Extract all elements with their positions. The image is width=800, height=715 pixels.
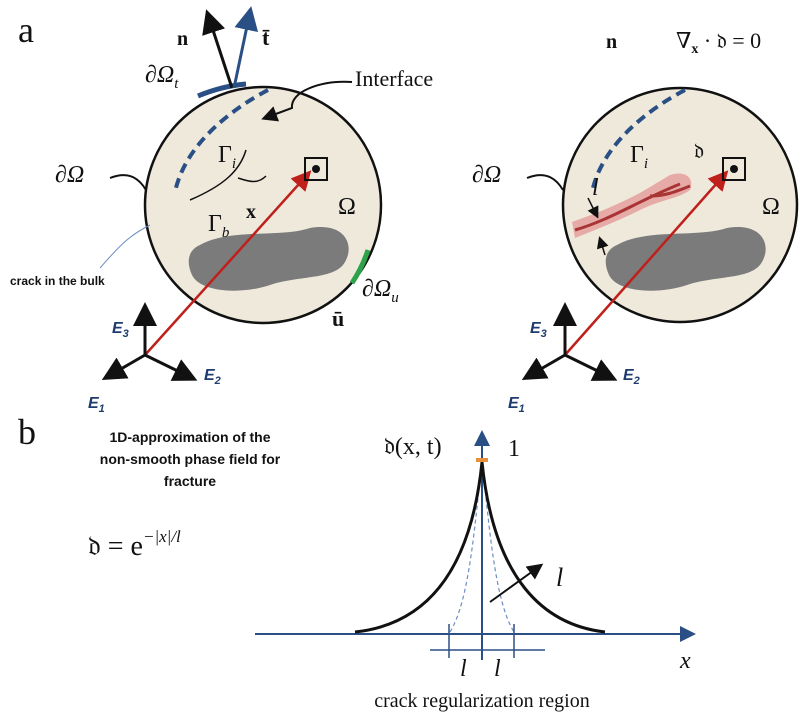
width-label: l (494, 656, 501, 682)
sup: −|x|/l (143, 527, 181, 546)
sub: u (391, 290, 399, 306)
peak-label: 1 (508, 436, 520, 462)
sub: 2 (633, 375, 640, 387)
interface-label: Interface (355, 66, 433, 91)
e2-label: E2 (204, 367, 221, 387)
base: ∇ (676, 28, 691, 53)
x-label: x (679, 648, 691, 674)
e1-label: E1 (88, 395, 105, 415)
sub: b (222, 225, 230, 241)
normal-label: n (177, 28, 188, 50)
point (312, 165, 320, 173)
base: ∂Ω (145, 62, 174, 88)
width-label: l (460, 656, 467, 682)
basis-right (527, 308, 612, 378)
e2-axis (565, 355, 612, 378)
phase-field-label: 𝔡 (694, 138, 704, 163)
sub: 3 (541, 328, 547, 340)
title-line: fracture (164, 473, 216, 489)
e3-label: E3 (112, 320, 129, 340)
base: ∂Ω (362, 276, 391, 302)
base: Γ (630, 142, 644, 168)
y-label: 𝔡(x, t) (384, 434, 442, 460)
domain-label: Ω (762, 194, 780, 220)
sub: 1 (519, 403, 525, 415)
normal-arrow (208, 15, 232, 88)
base: Γ (208, 211, 222, 237)
boundary-pointer (110, 175, 146, 190)
sub: 1 (99, 403, 105, 415)
sub: i (644, 156, 648, 172)
displacement-label: ū (332, 306, 344, 331)
sub: 3 (123, 328, 129, 340)
title-line: non-smooth phase field for (100, 451, 281, 467)
length-label: l (592, 175, 599, 201)
point (730, 165, 738, 173)
domain-label: Ω (338, 194, 356, 220)
phase-profile (355, 462, 605, 632)
e1-label: E1 (508, 395, 525, 415)
e1-axis (107, 355, 145, 377)
traction-label: t̄ (262, 25, 270, 50)
sub: t (174, 76, 179, 92)
e3-label: E3 (530, 320, 547, 340)
note-pointer (100, 225, 150, 268)
length-label: l (556, 563, 563, 592)
e2-label: E2 (623, 367, 640, 387)
crack-note: crack in the bulk (10, 274, 105, 288)
boundary-label: ∂Ω (55, 162, 84, 188)
boundary-u-label: ∂Ωu (362, 276, 399, 306)
figure: a n t̄ ∂Ωt Interface Γi ∂Ω x Ω Γb crack … (0, 0, 800, 715)
formula: 𝔡 = e−|x|/l (88, 527, 181, 562)
traction-arrow (234, 12, 250, 88)
base: Γ (218, 142, 232, 168)
panel-label: b (18, 412, 36, 452)
sub: x (691, 42, 698, 57)
title-line: 1D-approximation of the (109, 429, 270, 445)
panel-label: a (18, 10, 34, 50)
e1-axis (527, 355, 565, 377)
position-label: x (246, 201, 256, 223)
boundary-t-label: ∂Ωt (145, 62, 179, 92)
base: 𝔡 = e (88, 531, 143, 562)
constraint-label: ∇x · 𝔡 = 0 (676, 28, 761, 57)
sub: 2 (214, 375, 221, 387)
boundary-label: ∂Ω (472, 162, 501, 188)
normal-label: n (606, 31, 617, 53)
rest: · 𝔡 = 0 (698, 28, 761, 53)
boundary-pointer (527, 175, 563, 190)
e2-axis (145, 355, 192, 378)
region-label: crack regularization region (374, 690, 589, 712)
